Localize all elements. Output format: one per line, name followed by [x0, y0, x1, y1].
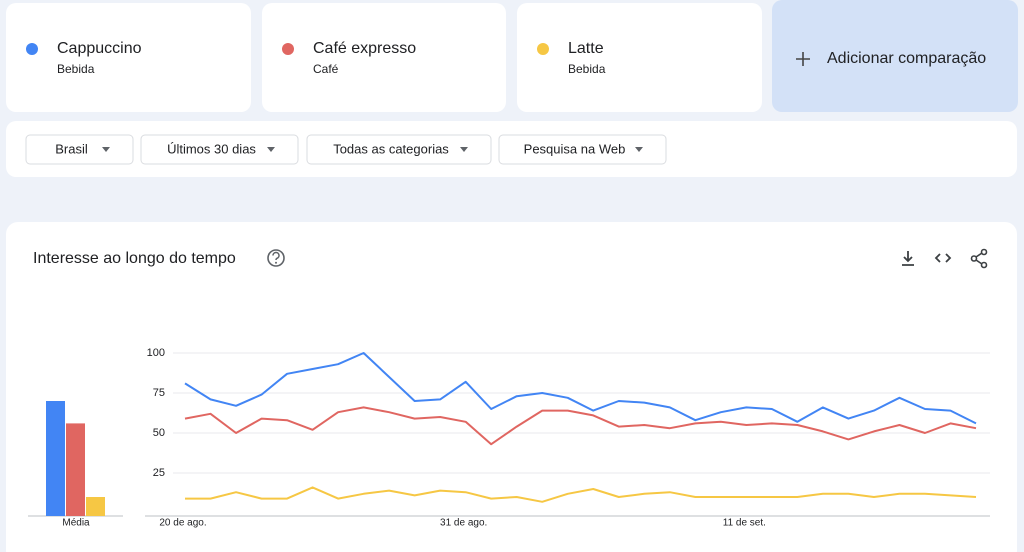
term-name: Cappuccino — [57, 40, 142, 57]
dropdown-arrow — [635, 147, 643, 152]
embed-icon[interactable] — [934, 253, 952, 263]
series-line — [185, 486, 977, 503]
filter-button[interactable] — [306, 134, 492, 165]
average-bar — [66, 423, 85, 516]
add-comparison[interactable]: Adicionar comparação — [827, 50, 986, 67]
filter-button[interactable] — [498, 134, 667, 165]
add-comparison-card[interactable] — [772, 0, 1018, 112]
average-label: Média — [62, 518, 90, 529]
dropdown-arrow — [267, 147, 275, 152]
term-dot — [26, 43, 38, 55]
term-name: Latte — [568, 40, 604, 57]
term-category: Bebida — [57, 62, 95, 76]
term-category: Bebida — [568, 62, 606, 76]
filter-label: Brasil — [55, 141, 88, 156]
term-card[interactable] — [262, 3, 506, 112]
term-dot — [537, 43, 549, 55]
series-line — [184, 406, 977, 446]
term-card[interactable] — [517, 3, 762, 112]
x-tick-label: 20 de ago. — [159, 518, 206, 529]
chart-card — [6, 222, 1017, 552]
filter-button[interactable] — [140, 134, 299, 165]
filter-label: Todas as categorias — [333, 141, 449, 156]
y-tick-label: 25 — [153, 467, 165, 479]
download-icon[interactable] — [902, 251, 914, 266]
y-tick-label: 75 — [153, 387, 165, 399]
y-tick-label: 50 — [153, 427, 165, 439]
term-category: Café — [313, 62, 339, 76]
term-name: Café expresso — [313, 40, 416, 57]
filter-button[interactable] — [25, 134, 134, 165]
x-tick-label: 31 de ago. — [440, 518, 487, 529]
dropdown-arrow — [460, 147, 468, 152]
x-tick-label: 11 de set. — [723, 518, 766, 529]
dropdown-arrow — [102, 147, 110, 152]
average-bar — [86, 497, 105, 516]
plus-icon — [796, 52, 810, 66]
average-bar — [46, 401, 65, 516]
help-icon[interactable] — [267, 249, 285, 267]
term-card[interactable] — [6, 3, 251, 112]
series-line — [184, 352, 977, 425]
share-icon[interactable] — [970, 248, 988, 269]
filter-label: Pesquisa na Web — [524, 141, 626, 156]
term-dot — [282, 43, 294, 55]
y-tick-label: 100 — [147, 347, 165, 359]
chart-title: Interesse ao longo do tempo — [33, 250, 236, 267]
filter-label: Últimos 30 dias — [167, 141, 256, 156]
